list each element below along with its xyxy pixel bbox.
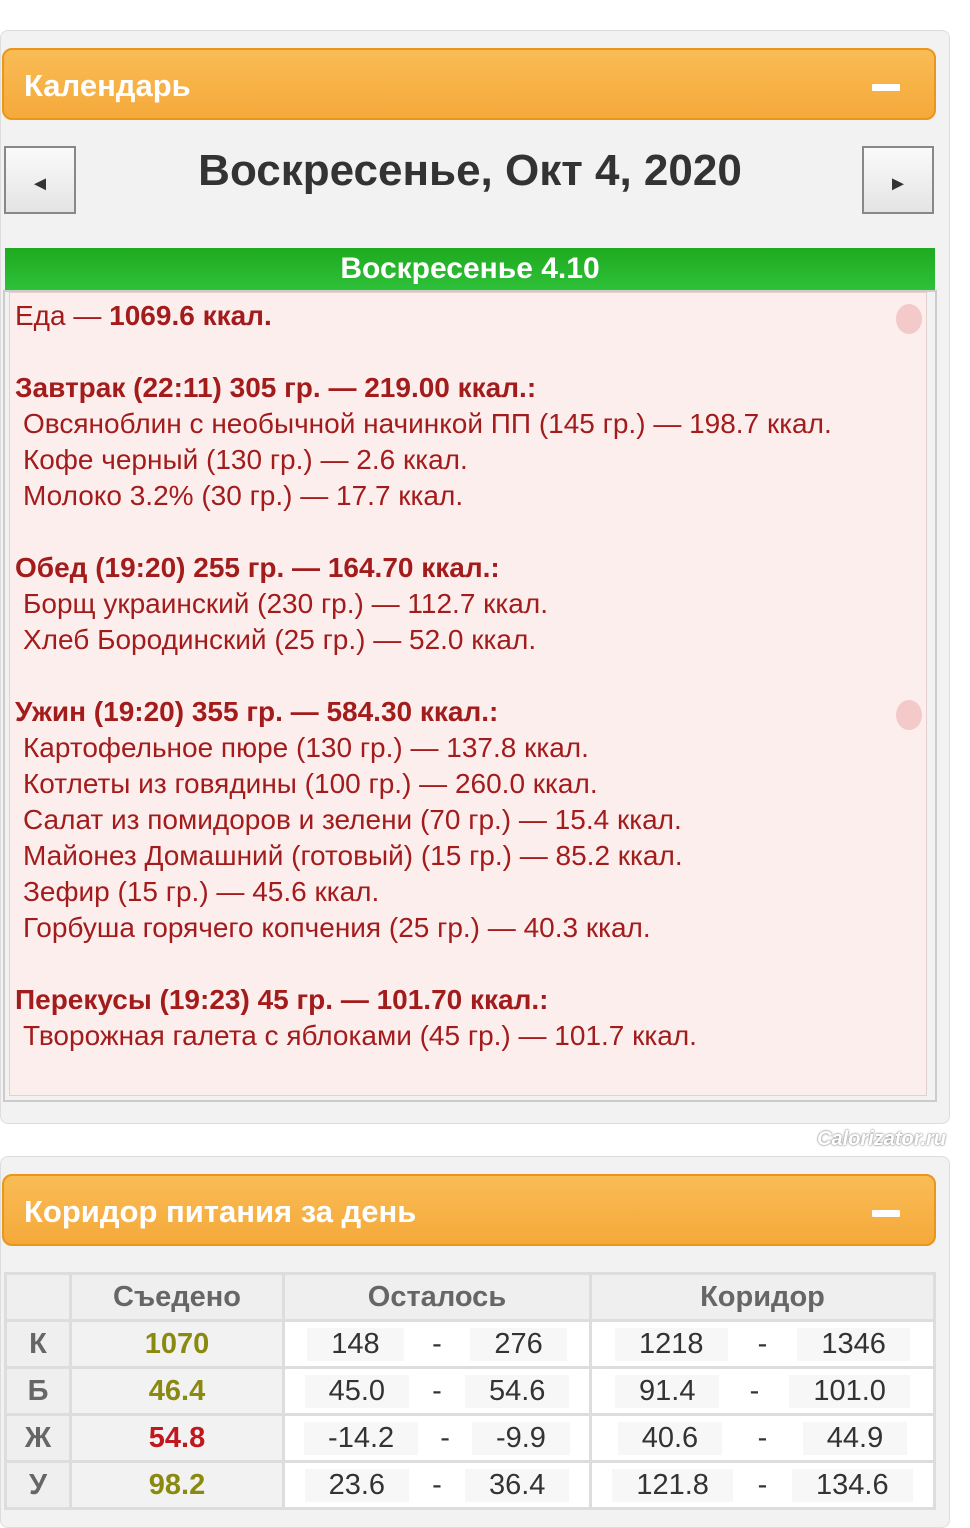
corridor-max: 44.9 xyxy=(802,1421,908,1455)
column-header: Коридор xyxy=(588,1272,937,1322)
column-header: Осталось xyxy=(282,1272,592,1322)
meal-item[interactable]: Кофе черный (130 гр.) — 2.6 ккал. xyxy=(23,444,468,475)
table-row: К 1070 148-276 1218-1346 xyxy=(4,1319,937,1369)
meal-item[interactable]: Картофельное пюре (130 гр.) — 137.8 ккал… xyxy=(23,732,589,763)
food-total: 1069.6 ккал. xyxy=(109,300,272,331)
meal-item[interactable]: Салат из помидоров и зелени (70 гр.) — 1… xyxy=(23,804,682,835)
corridor-min: 40.6 xyxy=(617,1421,723,1455)
remaining-max: -9.9 xyxy=(471,1421,570,1455)
remaining-max: 36.4 xyxy=(464,1468,570,1502)
corridor-max: 134.6 xyxy=(792,1468,913,1502)
corridor-max: 1346 xyxy=(797,1327,910,1361)
eaten-value: 46.4 xyxy=(69,1366,285,1416)
nutrient-label: Б xyxy=(4,1366,72,1416)
remaining-max: 54.6 xyxy=(464,1374,570,1408)
meal-list-bg xyxy=(9,292,927,1096)
prev-day-button[interactable]: ◄ xyxy=(4,146,76,214)
meal-item[interactable]: Горбуша горячего копчения (25 гр.) — 40.… xyxy=(23,912,651,943)
meal-item[interactable]: Овсяноблин с необычной начинкой ПП (145 … xyxy=(23,408,832,439)
meal-item[interactable]: Борщ украинский (230 гр.) — 112.7 ккал. xyxy=(23,588,548,619)
column-header: Съедено xyxy=(69,1272,285,1322)
corridor-header[interactable]: Коридор питания за день xyxy=(2,1174,936,1246)
remaining-min: -14.2 xyxy=(304,1421,419,1455)
spacer xyxy=(15,514,832,550)
dash: - xyxy=(757,1327,768,1360)
corridor-min: 121.8 xyxy=(612,1468,733,1502)
remaining-min: 148 xyxy=(307,1327,404,1361)
hand-icon[interactable] xyxy=(896,304,922,334)
meal-header: Ужин (19:20) 355 гр. — 584.30 ккал.: xyxy=(15,696,499,727)
remaining-min: 23.6 xyxy=(304,1468,410,1502)
dash: - xyxy=(757,1468,768,1501)
remaining-max: 276 xyxy=(470,1327,567,1361)
meal-item[interactable]: Творожная галета с яблоками (45 гр.) — 1… xyxy=(23,1020,697,1051)
nutrient-label: У xyxy=(4,1460,72,1510)
next-day-button[interactable]: ► xyxy=(862,146,934,214)
calendar-header[interactable]: Календарь xyxy=(2,48,936,120)
spacer xyxy=(15,658,832,694)
meal-header: Обед (19:20) 255 гр. — 164.70 ккал.: xyxy=(15,552,500,583)
dash: - xyxy=(432,1468,442,1501)
dash: - xyxy=(749,1374,760,1407)
corridor-table: Съедено Осталось Коридор К 1070 148-276 12… xyxy=(4,1272,937,1510)
remaining-min: 45.0 xyxy=(304,1374,410,1408)
meal-item[interactable]: Майонез Домашний (готовый) (15 гр.) — 85… xyxy=(23,840,683,871)
table-row: Ж 54.8 -14.2- -9.9 40.6-44.9 xyxy=(4,1413,937,1463)
meal-item[interactable]: Хлеб Бородинский (25 гр.) — 52.0 ккал. xyxy=(23,624,537,655)
dash: - xyxy=(440,1421,450,1454)
meal-item[interactable]: Молоко 3.2% (30 гр.) — 17.7 ккал. xyxy=(23,480,464,511)
nutrient-label: К xyxy=(4,1319,72,1369)
corridor-min: 91.4 xyxy=(615,1374,720,1408)
corridor-max: 101.0 xyxy=(789,1374,910,1408)
corridor-title: Коридор питания за день xyxy=(24,1194,417,1229)
nutrient-label: Ж xyxy=(4,1413,72,1463)
hand-icon[interactable] xyxy=(896,700,922,730)
eaten-value: 1070 xyxy=(69,1319,285,1369)
eaten-value: 98.2 xyxy=(69,1460,285,1510)
corridor-min: 1218 xyxy=(615,1327,728,1361)
dash: - xyxy=(432,1374,442,1407)
spacer xyxy=(15,946,832,982)
current-date: Воскресенье, Окт 4, 2020 xyxy=(198,146,742,195)
meal-header: Завтрак (22:11) 305 гр. — 219.00 ккал.: xyxy=(15,372,537,403)
meal-item[interactable]: Котлеты из говядины (100 гр.) — 260.0 кк… xyxy=(23,768,598,799)
column-header xyxy=(4,1272,72,1322)
dash: - xyxy=(757,1421,768,1454)
meal-header: Перекусы (19:23) 45 гр. — 101.70 ккал.: xyxy=(15,984,549,1015)
meal-list: Еда — 1069.6 ккал. Завтрак (22:11) 305 г… xyxy=(15,298,832,1054)
table-row: Б 46.4 45.0-54.6 91.4-101.0 xyxy=(4,1366,937,1416)
calendar-title: Календарь xyxy=(24,68,191,103)
watermark: Calorizator.ru xyxy=(817,1128,946,1150)
table-row: У 98.2 23.6-36.4 121.8-134.6 xyxy=(4,1460,937,1510)
eaten-value: 54.8 xyxy=(69,1413,285,1463)
spacer xyxy=(15,334,832,370)
day-box xyxy=(3,290,937,1102)
dash: - xyxy=(432,1327,442,1360)
food-label: Еда — xyxy=(15,300,110,331)
minus-icon[interactable] xyxy=(872,1210,900,1217)
minus-icon[interactable] xyxy=(872,84,900,91)
day-bar: Воскресенье 4.10 xyxy=(5,248,935,290)
meal-item[interactable]: Зефир (15 гр.) — 45.6 ккал. xyxy=(23,876,380,907)
